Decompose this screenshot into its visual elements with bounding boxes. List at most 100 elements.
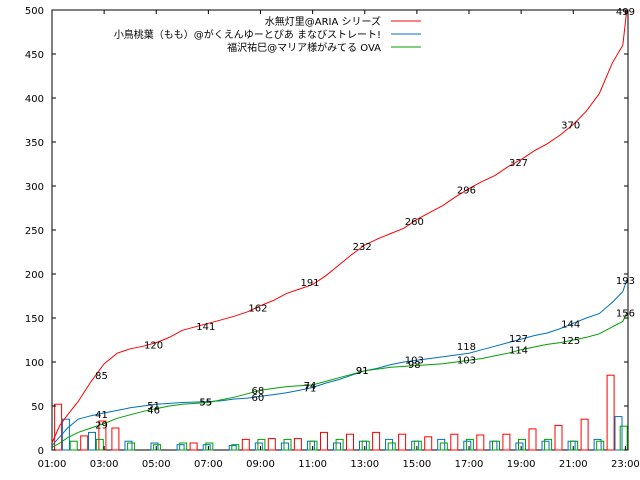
hist-bar <box>202 444 211 451</box>
hist-bar <box>359 440 367 451</box>
series-line <box>51 280 628 446</box>
y-tick-label: 500 <box>25 6 44 17</box>
hist-bar <box>127 442 136 451</box>
y-tick-label: 150 <box>25 314 44 325</box>
data-label: 103 <box>457 355 476 366</box>
y-tick-label: 300 <box>25 182 44 193</box>
hist-bar <box>489 440 498 451</box>
hist-bar <box>176 444 185 451</box>
hist-bar <box>580 418 589 451</box>
data-label: 85 <box>95 371 108 382</box>
hist-bar <box>88 431 96 451</box>
data-label: 127 <box>509 334 528 345</box>
hist-bar <box>95 438 104 451</box>
hist-bar <box>69 440 78 451</box>
hist-bar <box>502 433 511 451</box>
data-label: 114 <box>509 346 528 357</box>
hist-bar <box>450 433 459 451</box>
hist-bar <box>153 444 162 451</box>
x-tick-label: 21:00 <box>559 459 588 470</box>
data-label: 232 <box>353 242 372 253</box>
hist-bar <box>541 440 550 451</box>
x-tick-label: 15:00 <box>402 459 431 470</box>
data-label: 46 <box>147 406 160 417</box>
hist-bar <box>385 438 394 451</box>
data-label: 55 <box>199 398 212 409</box>
data-label: 156 <box>616 309 635 320</box>
x-tick-label: 17:00 <box>455 459 484 470</box>
legend-label: 福沢祐巳@マリア様がみてる OVA <box>227 41 381 54</box>
series-lines <box>51 10 628 448</box>
data-label: 118 <box>457 342 476 353</box>
data-label: 296 <box>457 186 476 197</box>
data-label: 260 <box>405 217 424 228</box>
hist-bar <box>518 438 526 451</box>
hist-bar <box>476 434 485 451</box>
y-tick-label: 100 <box>25 358 44 369</box>
hist-bar <box>283 438 292 451</box>
data-label: 162 <box>248 303 267 314</box>
data-label: 191 <box>300 278 319 289</box>
hist-bar <box>267 438 276 451</box>
hist-bar <box>280 442 289 451</box>
hist-bar <box>241 438 250 451</box>
data-label: 68 <box>252 386 265 397</box>
hist-bar <box>309 440 318 451</box>
x-tick-label: 19:00 <box>507 459 536 470</box>
legend-label: 水無灯里@ARIA シリーズ <box>265 15 381 28</box>
data-label: 29 <box>95 421 108 432</box>
data-label: 327 <box>509 158 528 169</box>
hist-bar <box>567 440 576 451</box>
hist-bar <box>293 438 302 451</box>
hist-bar <box>463 440 472 451</box>
x-tick-label: 11:00 <box>298 459 327 470</box>
data-label: 74 <box>304 381 317 392</box>
legend-label: 小鳥桃葉（もも）@がくえんゆーとぴあ まなびストレート! <box>114 28 381 41</box>
hist-bar <box>320 431 328 451</box>
hist-bar <box>544 438 553 451</box>
x-tick-label: 03:00 <box>90 459 119 470</box>
y-tick-label: 50 <box>31 402 44 413</box>
hist-bar <box>596 440 605 451</box>
hist-bar <box>228 445 237 451</box>
hist-bar <box>61 418 70 451</box>
y-tick-label: 250 <box>25 226 44 237</box>
plot-area-border <box>51 9 629 451</box>
hist-bar <box>437 438 446 451</box>
hist-bar <box>570 440 579 451</box>
hist-bar <box>205 442 214 451</box>
hist-bar <box>614 416 623 451</box>
y-tick-label: 450 <box>25 50 44 61</box>
hist-bar <box>465 438 474 451</box>
hist-bar <box>554 424 563 451</box>
hist-bar <box>231 444 240 451</box>
data-label: 41 <box>95 410 108 421</box>
hist-bar <box>372 431 381 451</box>
axes: 0 50 100 150 200 250 300 350 400 450 500 01:00 03:00… <box>25 6 640 470</box>
data-label: 370 <box>561 120 580 131</box>
hist-bar <box>306 440 315 451</box>
hist-bar <box>80 435 89 451</box>
data-label: 144 <box>561 319 580 330</box>
hist-bar <box>361 440 370 451</box>
x-tick-label: 07:00 <box>194 459 223 470</box>
data-label: 91 <box>356 366 369 377</box>
data-label: 51 <box>147 401 160 412</box>
data-label: 55 <box>199 398 212 409</box>
hist-bar <box>528 428 537 451</box>
x-tick-label: 01:00 <box>38 459 67 470</box>
series-line <box>51 10 628 444</box>
hist-bar <box>346 433 354 451</box>
hist-bar <box>413 440 422 451</box>
hist-bar <box>387 442 396 451</box>
hist-bar <box>398 433 407 451</box>
data-label: 120 <box>144 340 163 351</box>
y-tick-label: 400 <box>25 94 44 105</box>
x-tick-label: 09:00 <box>246 459 275 470</box>
hist-bar <box>335 438 344 451</box>
data-label: 98 <box>408 360 421 371</box>
hist-bar <box>619 425 628 451</box>
